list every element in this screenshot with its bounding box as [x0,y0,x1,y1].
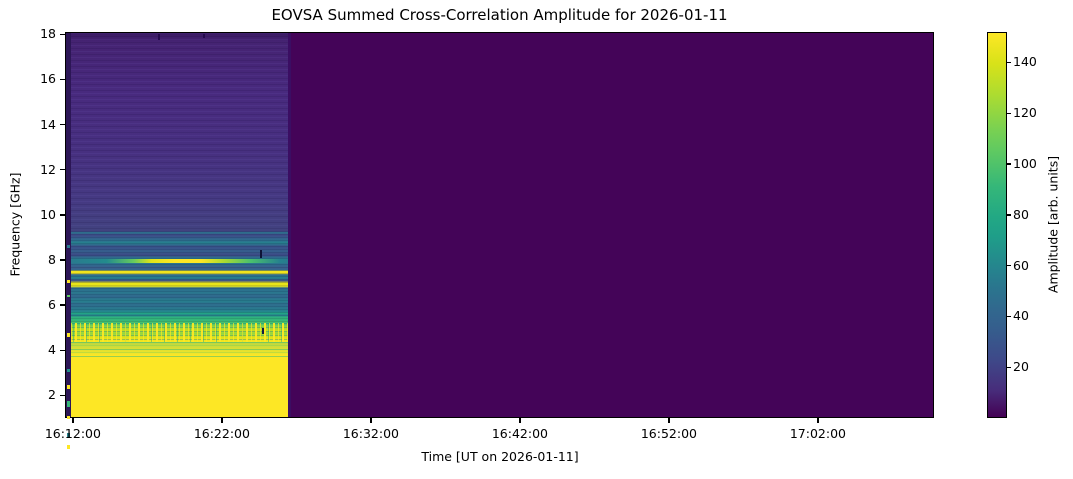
heatmap-transition-band [66,342,291,359]
y-tick-mark [60,214,65,216]
heatmap-first-sample-column [66,33,71,449]
y-axis-label: Frequency [GHz] [7,172,23,277]
y-tick-label: 4 [48,342,56,358]
dropout-dash [260,250,262,258]
y-tick-mark [60,349,65,351]
x-tick-label: 16:22:00 [193,426,250,441]
y-tick-label: 14 [40,116,56,132]
x-tick-mark [817,418,819,423]
dropout-dash [203,34,205,38]
heatmap-8ghz-stripe [66,259,291,263]
colorbar-tick-label: 100 [1013,156,1037,172]
y-tick-label: 16 [40,71,56,87]
x-tick-label: 17:02:00 [789,426,846,441]
colorbar-tick-label: 20 [1013,359,1029,375]
x-tick-mark [668,418,670,423]
colorbar-tick-mark [1007,163,1011,165]
x-axis-label: Time [UT on 2026-01-11] [421,449,579,464]
colorbar-tick-mark [1007,61,1011,64]
colorbar-tick-label: 60 [1013,257,1029,273]
x-tick-label: 16:12:00 [44,426,101,441]
heatmap-band-mid-freq [66,231,291,323]
x-tick-label: 16:42:00 [491,426,548,441]
y-tick-mark [60,259,65,261]
noise-speck [67,433,70,438]
colorbar-tick-label: 140 [1013,54,1037,70]
x-tick-mark [370,418,372,423]
heatmap-last-sample-column [288,33,291,417]
y-tick-label: 6 [48,297,56,313]
y-tick-label: 2 [48,387,56,403]
x-tick-label: 16:32:00 [342,426,399,441]
y-tick-mark [60,304,65,306]
colorbar-tick-mark [1007,315,1011,318]
y-tick-label: 12 [40,161,56,177]
colorbar-tick-label: 40 [1013,308,1029,324]
colorbar-tick-mark [1007,112,1011,114]
y-tick-label: 18 [40,26,56,42]
y-tick-label: 10 [40,206,56,222]
heatmap-band-high-freq [66,33,291,231]
x-tick-mark [221,418,223,423]
heatmap-saturated-band [66,359,291,417]
dropout-dash [262,328,264,334]
dropout-dash [158,34,160,40]
heatmap-data-region [66,33,291,449]
noise-speck [67,369,70,372]
colorbar-tick-label: 120 [1013,105,1037,121]
noise-speck [67,401,70,407]
colorbar-tick-mark [1007,214,1011,216]
y-tick-mark [60,168,65,171]
noise-speck [67,295,70,297]
colorbar-label: Amplitude [arb. units] [1045,155,1061,294]
x-tick-mark [72,418,74,423]
noise-speck [67,280,70,283]
y-tick-mark [60,78,65,81]
plot-area [65,32,934,449]
y-tick-mark [60,123,65,126]
colorbar-tick-mark [1007,366,1011,368]
noise-speck [67,445,70,449]
noise-speck [67,333,70,337]
colorbar-tick-mark [1007,264,1011,267]
y-tick-mark [60,394,65,397]
y-tick-label: 8 [48,251,56,267]
x-tick-mark [519,418,521,423]
y-tick-mark [60,33,65,35]
noise-speck [67,416,70,419]
noise-speck [67,245,70,248]
x-tick-label: 16:52:00 [640,426,697,441]
chart-title: EOVSA Summed Cross-Correlation Amplitude… [271,6,728,24]
colorbar [987,32,1007,418]
heatmap-speckle-band [66,323,291,342]
noise-speck [67,385,70,389]
colorbar-tick-label: 80 [1013,206,1029,222]
